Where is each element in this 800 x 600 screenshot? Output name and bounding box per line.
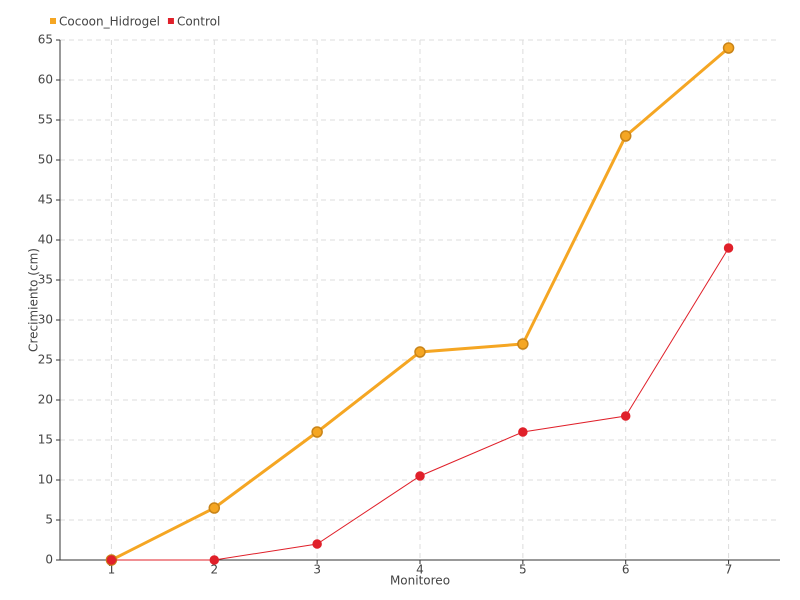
legend-label: Cocoon_Hidrogel [59,15,160,29]
y-tick-label: 55 [38,113,53,127]
x-tick-label: 5 [519,563,527,577]
y-tick-label: 0 [45,553,53,567]
x-tick-label: 6 [622,563,630,577]
x-axis-label: Monitoreo [390,574,450,588]
x-tick-label: 2 [210,563,218,577]
x-tick-label: 3 [313,563,321,577]
data-point [517,338,529,350]
y-tick-label: 25 [38,353,53,367]
x-tick-label: 1 [108,563,116,577]
y-tick-label: 5 [45,513,53,527]
y-tick-label: 65 [38,33,53,47]
y-tick-label: 40 [38,233,53,247]
legend-label: Control [177,15,220,29]
legend-swatch [50,18,56,24]
data-point [414,346,426,358]
y-tick-label: 50 [38,153,53,167]
data-point [620,411,631,421]
data-point [415,471,425,481]
x-tick-label: 7 [725,563,733,577]
data-point [106,555,117,565]
data-point [619,130,632,142]
y-tick-label: 20 [38,393,53,407]
y-tick-label: 10 [38,473,53,487]
data-point [722,42,735,54]
legend-swatch [167,18,174,24]
x-tick-label: 4 [416,563,424,577]
data-point [518,427,528,437]
y-tick-label: 45 [38,193,53,207]
y-tick-label: 60 [38,73,53,87]
data-point [723,243,734,253]
data-point [209,555,220,565]
y-tick-label: 35 [38,273,53,287]
y-tick-label: 30 [38,313,53,327]
data-point [311,426,323,438]
y-axis-label: Crecimiento (cm) [27,248,41,352]
y-tick-label: 15 [38,433,53,447]
data-point [208,502,221,514]
data-point [312,539,322,549]
